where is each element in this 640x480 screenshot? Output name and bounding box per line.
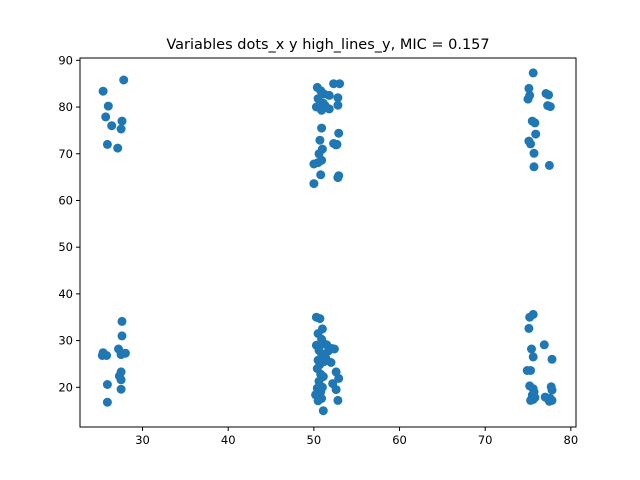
data-point bbox=[333, 93, 343, 103]
data-point bbox=[317, 123, 327, 133]
data-point bbox=[315, 314, 325, 324]
x-tick-label: 80 bbox=[564, 433, 579, 447]
data-point bbox=[318, 406, 328, 416]
data-point bbox=[117, 116, 127, 126]
data-point bbox=[531, 129, 541, 139]
data-point bbox=[524, 323, 534, 333]
data-point bbox=[529, 162, 539, 172]
chart-title: Variables dots_x y high_lines_y, MIC = 0… bbox=[166, 37, 489, 53]
data-point bbox=[119, 75, 129, 85]
data-point bbox=[335, 79, 345, 89]
data-point bbox=[528, 68, 538, 78]
x-tick-label: 70 bbox=[478, 433, 493, 447]
data-point bbox=[529, 148, 539, 158]
data-point bbox=[524, 83, 534, 93]
data-point bbox=[102, 139, 112, 149]
y-tick-label: 20 bbox=[58, 380, 73, 394]
data-point bbox=[313, 396, 323, 406]
data-point bbox=[545, 102, 555, 112]
data-point bbox=[97, 351, 107, 360]
data-point bbox=[309, 179, 319, 189]
data-point bbox=[316, 170, 326, 180]
data-point bbox=[530, 118, 540, 128]
data-point bbox=[114, 344, 123, 354]
data-point bbox=[523, 94, 533, 104]
data-point bbox=[540, 392, 550, 402]
data-point bbox=[333, 395, 343, 405]
y-tick-label: 70 bbox=[58, 147, 73, 161]
y-tick-label: 80 bbox=[58, 100, 73, 114]
data-point bbox=[317, 105, 327, 115]
data-point bbox=[528, 352, 538, 362]
plot-area-frame bbox=[79, 57, 577, 428]
data-point bbox=[526, 366, 536, 375]
data-point bbox=[116, 375, 126, 385]
data-point bbox=[334, 373, 344, 383]
data-points bbox=[97, 68, 557, 416]
x-tick-label: 40 bbox=[221, 433, 236, 447]
data-point bbox=[331, 385, 341, 395]
data-point bbox=[326, 358, 336, 367]
data-point bbox=[113, 143, 123, 153]
data-point bbox=[120, 348, 130, 358]
data-point bbox=[526, 139, 536, 149]
data-point bbox=[547, 354, 557, 364]
data-point bbox=[333, 100, 343, 110]
data-point bbox=[332, 139, 342, 149]
y-tick-label: 90 bbox=[58, 53, 73, 67]
data-point bbox=[334, 128, 344, 138]
data-point bbox=[539, 340, 549, 350]
x-tick-label: 60 bbox=[392, 433, 407, 447]
data-point bbox=[547, 395, 557, 405]
data-point bbox=[107, 121, 117, 131]
data-point bbox=[116, 124, 126, 134]
data-point bbox=[315, 135, 325, 145]
data-point bbox=[101, 112, 111, 122]
data-point bbox=[528, 394, 538, 404]
data-point bbox=[324, 104, 334, 114]
data-point bbox=[525, 312, 535, 322]
data-point bbox=[527, 344, 536, 354]
data-point bbox=[333, 173, 343, 183]
data-point bbox=[117, 331, 127, 341]
data-point bbox=[98, 86, 108, 96]
y-tick-label: 30 bbox=[58, 334, 73, 348]
data-point bbox=[313, 158, 323, 168]
y-tick-label: 50 bbox=[58, 240, 73, 254]
data-point bbox=[544, 90, 554, 100]
data-point bbox=[116, 384, 126, 394]
data-point bbox=[117, 316, 127, 326]
data-point bbox=[102, 380, 112, 389]
y-axis: 20 30 40 50 60 70 80 90 bbox=[58, 53, 80, 394]
data-point bbox=[544, 160, 554, 170]
y-tick-label: 40 bbox=[58, 287, 73, 301]
data-point bbox=[329, 344, 339, 354]
x-axis: 30 40 50 60 70 80 bbox=[135, 427, 578, 447]
x-tick-label: 30 bbox=[135, 433, 150, 447]
data-point bbox=[103, 101, 113, 111]
data-point bbox=[547, 385, 557, 395]
data-point bbox=[324, 90, 334, 100]
x-tick-label: 50 bbox=[307, 433, 322, 447]
y-tick-label: 60 bbox=[58, 193, 73, 207]
data-point bbox=[102, 397, 112, 407]
